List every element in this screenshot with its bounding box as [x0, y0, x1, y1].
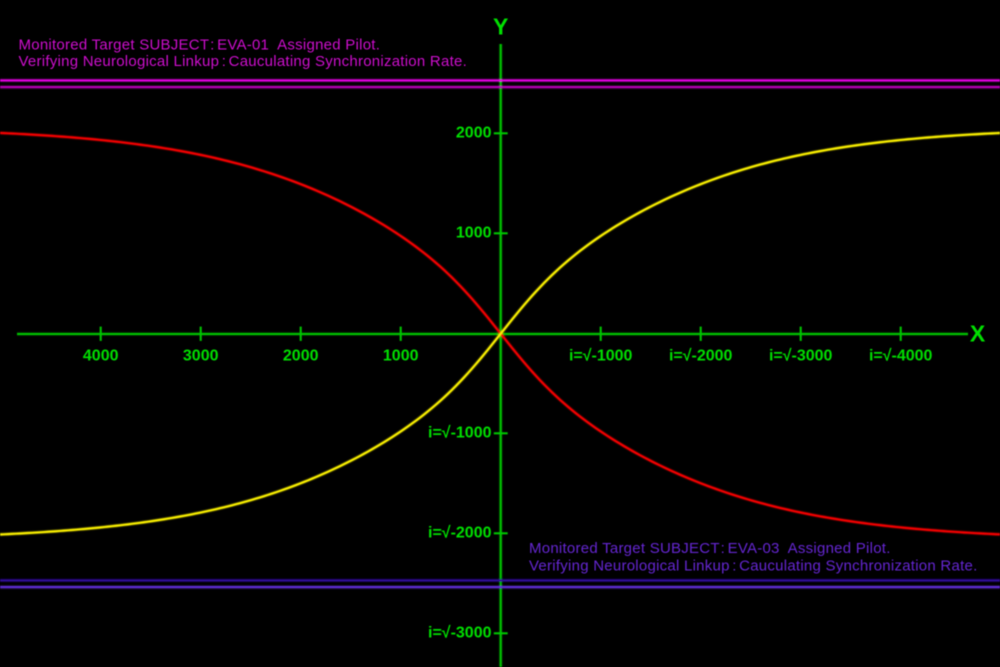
- svg-text:2000: 2000: [456, 125, 492, 142]
- svg-text:i=√-2000: i=√-2000: [428, 525, 492, 542]
- svg-text:Verifying Neurological Linkup:: Verifying Neurological Linkup: Cauculatin…: [19, 53, 468, 70]
- svg-text:1000: 1000: [383, 348, 419, 365]
- svg-text:i=√-1000: i=√-1000: [569, 348, 633, 365]
- svg-text:1000: 1000: [456, 225, 492, 242]
- svg-text:i=√-3000: i=√-3000: [769, 348, 833, 365]
- svg-text:2000: 2000: [283, 348, 319, 365]
- svg-text:i=√-4000: i=√-4000: [869, 348, 933, 365]
- svg-text:Verifying Neurological Linkup:: Verifying Neurological Linkup: Cauculatin…: [529, 557, 978, 574]
- svg-text:i=√-3000: i=√-3000: [428, 625, 492, 642]
- svg-text:Monitored Target SUBJECT:EVA-0: Monitored Target SUBJECT: EVA-01 Assigned…: [19, 37, 381, 54]
- svg-text:4000: 4000: [83, 348, 119, 365]
- svg-text:X: X: [970, 321, 986, 347]
- svg-text:Y: Y: [493, 14, 508, 40]
- svg-text:Monitored Target SUBJECT:EVA-0: Monitored Target SUBJECT: EVA-03 Assigned…: [529, 540, 891, 557]
- svg-text:i=√-1000: i=√-1000: [428, 425, 492, 442]
- svg-text:i=√-2000: i=√-2000: [669, 348, 733, 365]
- svg-text:3000: 3000: [183, 348, 219, 365]
